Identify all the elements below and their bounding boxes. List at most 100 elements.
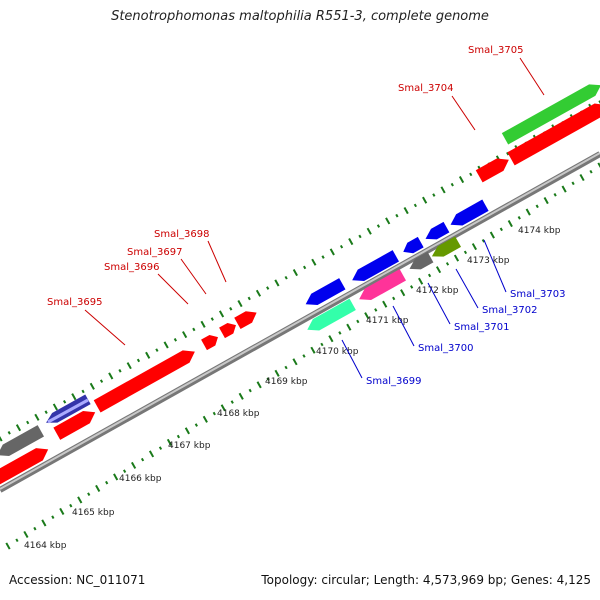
tick-mark [553,192,557,197]
scale-label: 4167 kbp [168,441,211,451]
tick-mark [292,269,298,277]
tick-mark [81,389,85,394]
gene-unlabeled-grey [0,425,44,456]
tick-mark [463,250,468,255]
smal-3702-label: Smal_3702 [482,305,537,316]
gene-unlabeled-blue-c [403,236,424,254]
tick-mark [445,262,450,266]
gene-smal-3705 [501,84,600,145]
smal-3701-label: Smal_3701 [454,322,509,333]
tick-mark [395,213,399,218]
tick-mark [41,519,47,527]
tick-mark [400,289,406,297]
scale-label: 4168 kbp [217,409,260,419]
tick-mark [266,377,270,381]
gene-unlabeled-blue-a [305,278,346,306]
tick-mark [176,434,181,439]
scale-label: 4171 kbp [366,316,409,326]
tick-mark [44,410,48,414]
tick-mark [158,446,163,450]
tick-mark [238,392,244,400]
tick-mark [440,186,446,194]
smal-3705-label: Smal_3705 [468,45,523,56]
smal-3702-leader [455,268,479,309]
tick-mark [358,234,362,239]
tick-mark [77,496,83,504]
tick-mark [385,217,391,225]
smal-3703-leader [483,239,507,293]
tick-mark [311,258,317,266]
smal-3697-leader [180,258,207,295]
tick-mark [329,248,335,256]
tick-mark [7,431,11,435]
genome-title: Stenotrophomonas maltophilia R551-3, com… [111,9,489,24]
tick-mark [338,331,342,335]
tick-mark [255,289,262,297]
tick-mark [376,224,381,228]
tick-mark [218,310,225,318]
tick-mark [163,341,169,349]
tick-mark [59,507,65,515]
tick-mark [5,542,11,550]
gene-smal-3703 [450,199,489,226]
tick-mark [200,320,206,328]
tick-mark [220,404,226,412]
tick-mark [23,530,29,539]
tick-mark [52,403,58,411]
tick-mark [51,515,55,520]
tick-mark [346,323,352,331]
scale-label: 4172 kbp [416,286,459,296]
tick-mark [339,244,344,249]
tick-mark [184,427,190,435]
smal-3695-label: Smal_3695 [47,297,102,308]
scale-label: 4169 kbp [265,377,308,387]
smal-3696-leader [157,273,189,305]
smal-3699-leader [341,339,363,379]
tick-mark [108,372,114,380]
tick-mark [173,337,177,342]
tick-mark [321,255,325,259]
tick-mark [248,388,252,393]
tick-mark [71,393,77,401]
smal-3698-leader [207,240,227,283]
tick-mark [458,175,465,184]
tick-mark [517,216,521,220]
smal-3705-leader [519,57,545,96]
tick-mark [130,461,137,469]
navy-gene-highlight [47,398,89,424]
tick-mark [348,238,354,246]
tick-mark [364,312,370,320]
tick-mark [247,296,251,301]
tick-mark [284,365,288,370]
tick-mark [33,526,37,531]
tick-mark [413,203,417,208]
tick-mark [302,354,306,358]
tick-mark [328,335,334,343]
smal-3701-leader [427,282,451,325]
lower-tick-track [5,162,600,550]
tick-mark [579,173,585,182]
tick-mark [418,277,424,285]
tick-mark [432,193,436,197]
tick-mark [303,265,307,270]
scale-label: 4166 kbp [119,474,162,484]
tick-mark [535,204,539,209]
tick-mark [87,492,91,496]
smal-3696-label: Smal_3696 [104,262,159,273]
tick-mark [15,538,19,543]
tick-mark [489,231,495,239]
tick-mark [118,369,122,373]
tick-mark [136,358,141,363]
smal-3704-label: Smal_3704 [398,83,453,94]
tick-mark [148,450,155,458]
smal-3699-label: Smal_3699 [366,376,421,387]
tick-mark [571,181,575,186]
gene-smal-3700 [359,269,406,300]
gene-unlabeled-red-far-left [0,448,49,485]
gene-smal-3701 [409,251,434,270]
smal-3698-label: Smal_3698 [154,229,209,240]
tick-mark [15,424,22,432]
tick-mark [256,381,262,389]
gene-unlabeled-blue-b [352,250,399,281]
tick-mark [410,285,414,289]
